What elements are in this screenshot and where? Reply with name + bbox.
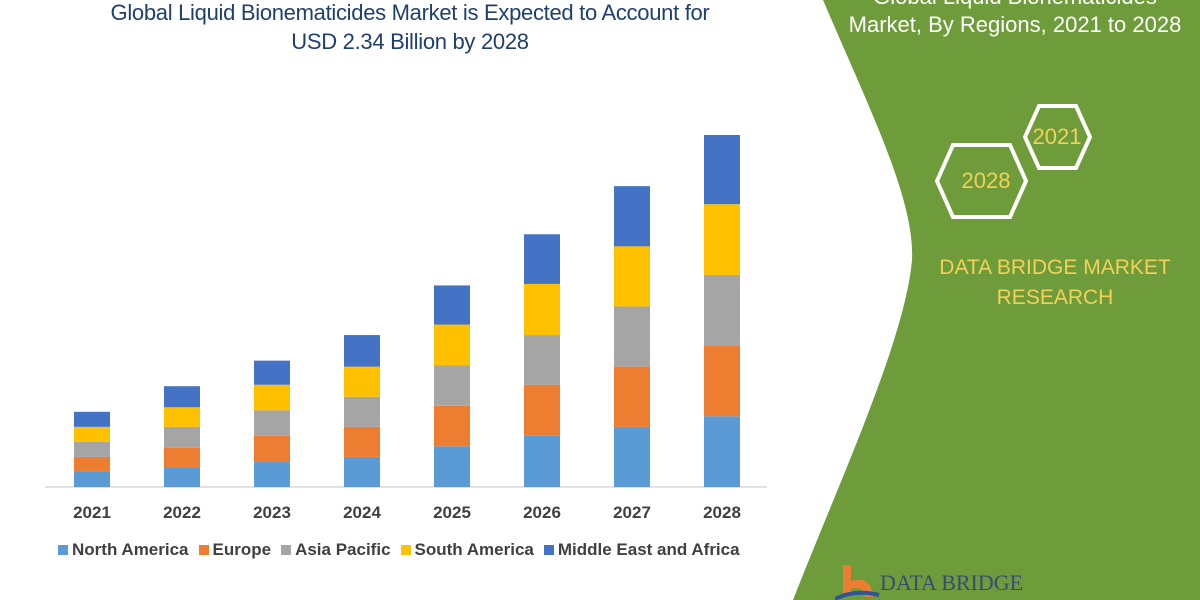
legend-swatch: [543, 545, 554, 555]
bar-2026-north-america: [524, 435, 560, 487]
bar-2026-middle-east-and-africa: [524, 234, 560, 284]
bar-2028-middle-east-and-africa: [704, 135, 740, 205]
legend-swatch: [281, 545, 292, 555]
chart-title-line1: Global Liquid Bionematicides Market is E…: [110, 0, 710, 25]
bar-2025-asia-pacific: [434, 365, 470, 406]
bar-2023-north-america: [254, 461, 290, 487]
legend-item: Middle East and Africa: [543, 540, 740, 560]
hexagon-2021: [1022, 104, 1093, 170]
bar-2025-middle-east-and-africa: [434, 285, 470, 325]
bar-2025-north-america: [434, 446, 470, 487]
x-tick-label: 2022: [163, 503, 201, 522]
bar-2021-middle-east-and-africa: [74, 411, 110, 427]
hex-label-2021: 2021: [1032, 124, 1082, 149]
brand-line2: RESEARCH: [996, 286, 1114, 309]
bar-2023-asia-pacific: [254, 410, 290, 436]
legend-item: North America: [58, 540, 189, 560]
bar-2021-europe: [74, 456, 110, 472]
bar-2026-south-america: [524, 283, 560, 336]
legend-label: Asia Pacific: [295, 540, 391, 559]
bar-2027-middle-east-and-africa: [614, 186, 650, 247]
x-tick-label: 2028: [703, 503, 741, 522]
bar-2027-north-america: [614, 426, 650, 487]
bar-2027-asia-pacific: [614, 306, 650, 367]
bar-2022-europe: [164, 447, 200, 468]
bar-2028-asia-pacific: [704, 274, 740, 346]
legend-swatch: [400, 545, 411, 555]
side-title-line2: Market, By Regions, 2021 to 2028: [848, 12, 1182, 37]
hexagon-2028: [934, 143, 1029, 219]
x-tick-label: 2021: [73, 503, 111, 522]
legend-swatch: [58, 545, 68, 555]
legend-swatch: [198, 545, 209, 555]
legend-label: South America: [414, 540, 534, 559]
x-tick-label: 2023: [253, 503, 291, 522]
chart-title-line2: USD 2.34 Billion by 2028: [291, 29, 529, 54]
bar-2028-north-america: [704, 416, 740, 487]
brand-line1: DATA BRIDGE MARKET: [939, 256, 1171, 279]
x-tick-label: 2024: [343, 503, 381, 522]
bar-2022-middle-east-and-africa: [164, 386, 200, 408]
bar-2028-europe: [704, 345, 740, 417]
bar-2026-europe: [524, 384, 560, 436]
bar-2024-europe: [344, 426, 380, 457]
bar-2027-europe: [614, 366, 650, 427]
bar-2023-middle-east-and-africa: [254, 360, 290, 385]
bar-2024-asia-pacific: [344, 396, 380, 427]
bar-2027-south-america: [614, 246, 650, 307]
legend-label: North America: [72, 540, 189, 559]
logo-text: DATA BRIDGE: [880, 570, 1024, 595]
legend-item: Europe: [198, 540, 272, 560]
legend: North America Europe Asia Pacific South Ame…: [58, 540, 740, 560]
bar-2024-middle-east-and-africa: [344, 335, 380, 367]
bar-2021-south-america: [74, 426, 110, 442]
bar-2025-south-america: [434, 324, 470, 366]
bar-2022-asia-pacific: [164, 426, 200, 448]
bar-2022-north-america: [164, 467, 200, 487]
bar-2028-south-america: [704, 204, 740, 275]
legend-item: Asia Pacific: [281, 540, 391, 560]
legend-item: South America: [400, 540, 534, 560]
hex-label-2028: 2028: [961, 168, 1011, 193]
bar-2022-south-america: [164, 407, 200, 427]
bar-2021-north-america: [74, 471, 110, 487]
x-tick-label: 2026: [523, 503, 561, 522]
bar-2021-asia-pacific: [74, 441, 110, 457]
bar-2026-asia-pacific: [524, 335, 560, 385]
logo-icon: [835, 565, 880, 600]
stacked-bar-chart: 2021 2022 2023 2024 2025 2026 2027 2028: [45, 135, 767, 522]
bar-2024-south-america: [344, 366, 380, 397]
x-tick-label: 2027: [613, 503, 651, 522]
bar-2024-north-america: [344, 456, 380, 487]
x-tick-label: 2025: [433, 503, 471, 522]
bar-2023-south-america: [254, 384, 290, 411]
legend-label: Middle East and Africa: [557, 540, 740, 559]
bar-2023-europe: [254, 435, 290, 462]
side-title-line1: Global Liquid Bionematicides: [830, 0, 1200, 10]
legend-label: Europe: [212, 540, 272, 559]
bar-2025-europe: [434, 405, 470, 447]
